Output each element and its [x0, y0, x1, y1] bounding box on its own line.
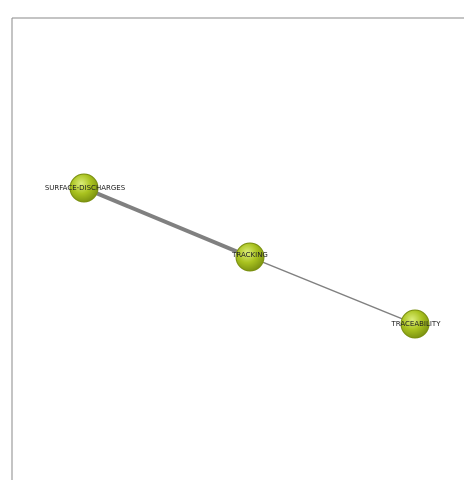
node-label: TRACEABILITY	[390, 320, 441, 328]
node-circle[interactable]	[69, 173, 99, 203]
node-traceability[interactable]: TRACEABILITY	[390, 309, 441, 339]
node-surface-discharges[interactable]: SURFACE-DISCHARGES	[45, 173, 126, 203]
node-circle[interactable]	[235, 242, 265, 272]
node-circle[interactable]	[400, 309, 430, 339]
node-tracking[interactable]: TRACKING	[231, 242, 268, 272]
node-label: SURFACE-DISCHARGES	[45, 184, 126, 192]
node-label: TRACKING	[231, 251, 268, 259]
edge-tracking-traceability[interactable]	[249, 256, 416, 325]
edge-surface-discharges-tracking[interactable]	[82, 186, 252, 259]
